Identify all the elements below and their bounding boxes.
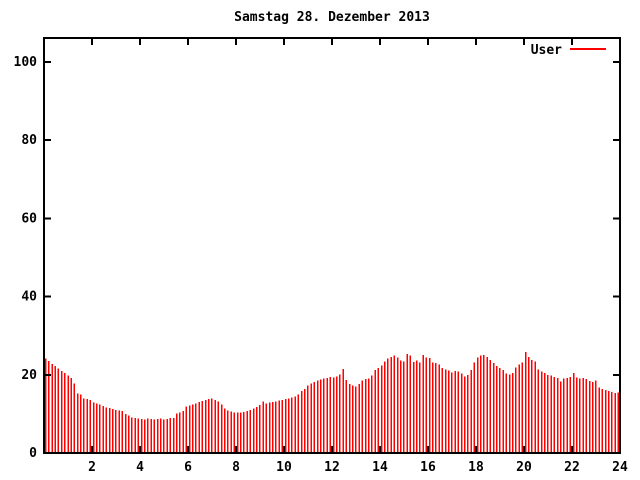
y-tick-label: 40 xyxy=(21,290,37,305)
axis-ticks xyxy=(44,38,621,454)
chart-title: Samstag 28. Dezember 2013 xyxy=(234,10,430,25)
impulse-bars xyxy=(44,352,620,452)
x-tick-label: 12 xyxy=(324,460,340,475)
x-tick-label: 10 xyxy=(276,460,292,475)
x-tick-label: 2 xyxy=(88,460,96,475)
x-tick-label: 16 xyxy=(420,460,436,475)
x-tick-label: 20 xyxy=(516,460,532,475)
x-tick-label: 22 xyxy=(564,460,580,475)
y-tick-label: 80 xyxy=(21,133,37,148)
y-tick-label: 20 xyxy=(21,368,37,383)
x-tick-label: 8 xyxy=(232,460,240,475)
x-tick-label: 6 xyxy=(184,460,192,475)
plot-border xyxy=(43,37,621,454)
y-tick-label: 0 xyxy=(29,446,37,461)
y-tick-label: 100 xyxy=(14,55,38,70)
x-tick-label: 24 xyxy=(612,460,628,475)
x-tick-label: 14 xyxy=(372,460,388,475)
x-tick-label: 4 xyxy=(136,460,144,475)
x-tick-label: 18 xyxy=(468,460,484,475)
y-tick-label: 60 xyxy=(21,211,37,226)
legend-user-label: User xyxy=(530,43,562,58)
